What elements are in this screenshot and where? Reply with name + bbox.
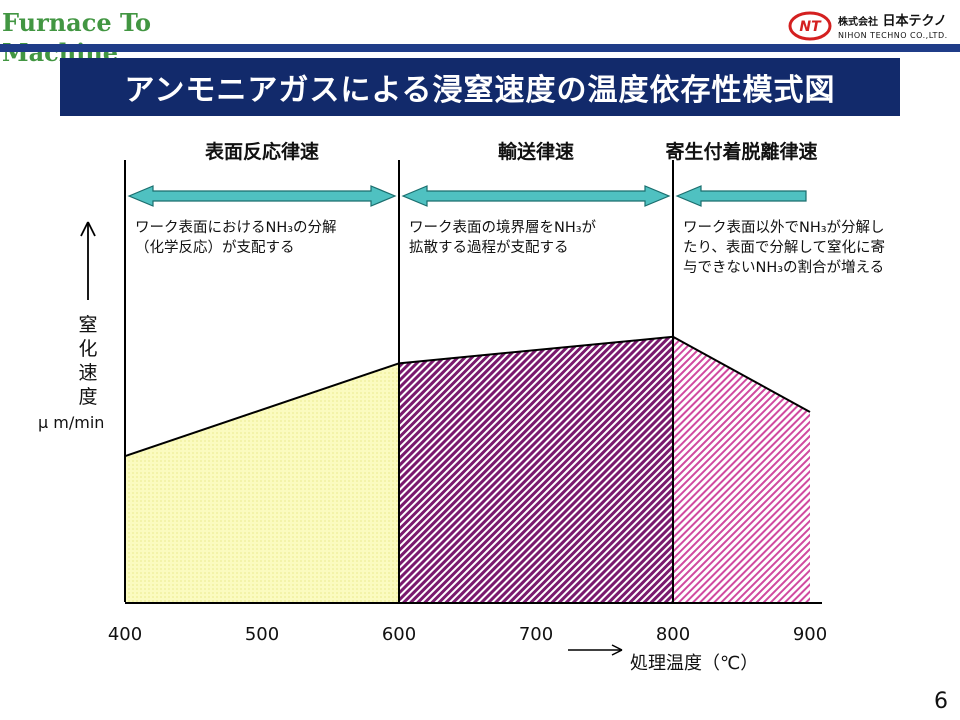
region-range-arrow-2 (401, 185, 671, 207)
region-note-3: 与できないNH₃の割合が増える (683, 259, 884, 276)
y-axis-unit: μ m/min (38, 413, 104, 432)
x-tick-label-800: 800 (656, 624, 690, 645)
y-axis-label-char: 窒 (78, 314, 97, 336)
region-title-1: 表面反応律速 (205, 140, 319, 163)
region-note-2: 拡散する過程が支配する (409, 239, 569, 256)
y-axis-label-char: 化 (78, 338, 97, 360)
x-tick-label-600: 600 (382, 624, 416, 645)
header-bar (0, 44, 960, 52)
rate-curve-line (124, 335, 811, 458)
chart-regions (125, 336, 810, 602)
region-range-arrow-1 (127, 185, 397, 207)
x-axis-arrow-icon (611, 644, 623, 656)
region-note-1: ワーク表面におけるNH₃の分解 (135, 219, 337, 236)
x-axis-label: 処理温度（℃） (630, 653, 758, 674)
logo-prefix: 株式会社 (838, 17, 878, 28)
company-logo-text: 株式会社 日本テクノ NIHON TECHNO CO.,LTD. (838, 10, 948, 40)
region-area-2 (399, 336, 673, 602)
region-note-2: ワーク表面の境界層をNH₃が (409, 218, 597, 236)
region-note-3: ワーク表面以外でNH₃が分解し (683, 219, 885, 236)
logo-name: 日本テクノ (882, 14, 947, 29)
x-tick-label-400: 400 (108, 624, 142, 645)
x-tick-label-500: 500 (245, 624, 279, 645)
watermark-text: Furnace To Machine (2, 8, 152, 67)
x-tick-label-700: 700 (519, 624, 553, 645)
region-note-1: （化学反応）が支配する (135, 239, 295, 256)
region-area-1 (125, 363, 399, 602)
region-area-3 (673, 336, 810, 602)
logo-english: NIHON TECHNO CO.,LTD. (838, 31, 948, 40)
slide-title: アンモニアガスによる浸窒速度の温度依存性模式図 (60, 58, 900, 116)
y-axis-label-char: 度 (78, 386, 97, 408)
chart-lines (80, 160, 822, 656)
page-number: 6 (934, 689, 948, 714)
company-logo-icon: NT (788, 11, 832, 41)
region-range-arrow-3 (675, 185, 807, 207)
region-title-3: 寄生付着脱離律速 (665, 140, 817, 163)
region-title-2: 輸送律速 (498, 140, 574, 163)
y-axis-label-char: 速 (78, 362, 97, 384)
x-tick-label-900: 900 (793, 624, 827, 645)
svg-text:NT: NT (799, 19, 822, 35)
y-axis-arrow-icon (80, 221, 96, 237)
region-note-3: たり、表面で分解して窒化に寄 (683, 238, 885, 256)
